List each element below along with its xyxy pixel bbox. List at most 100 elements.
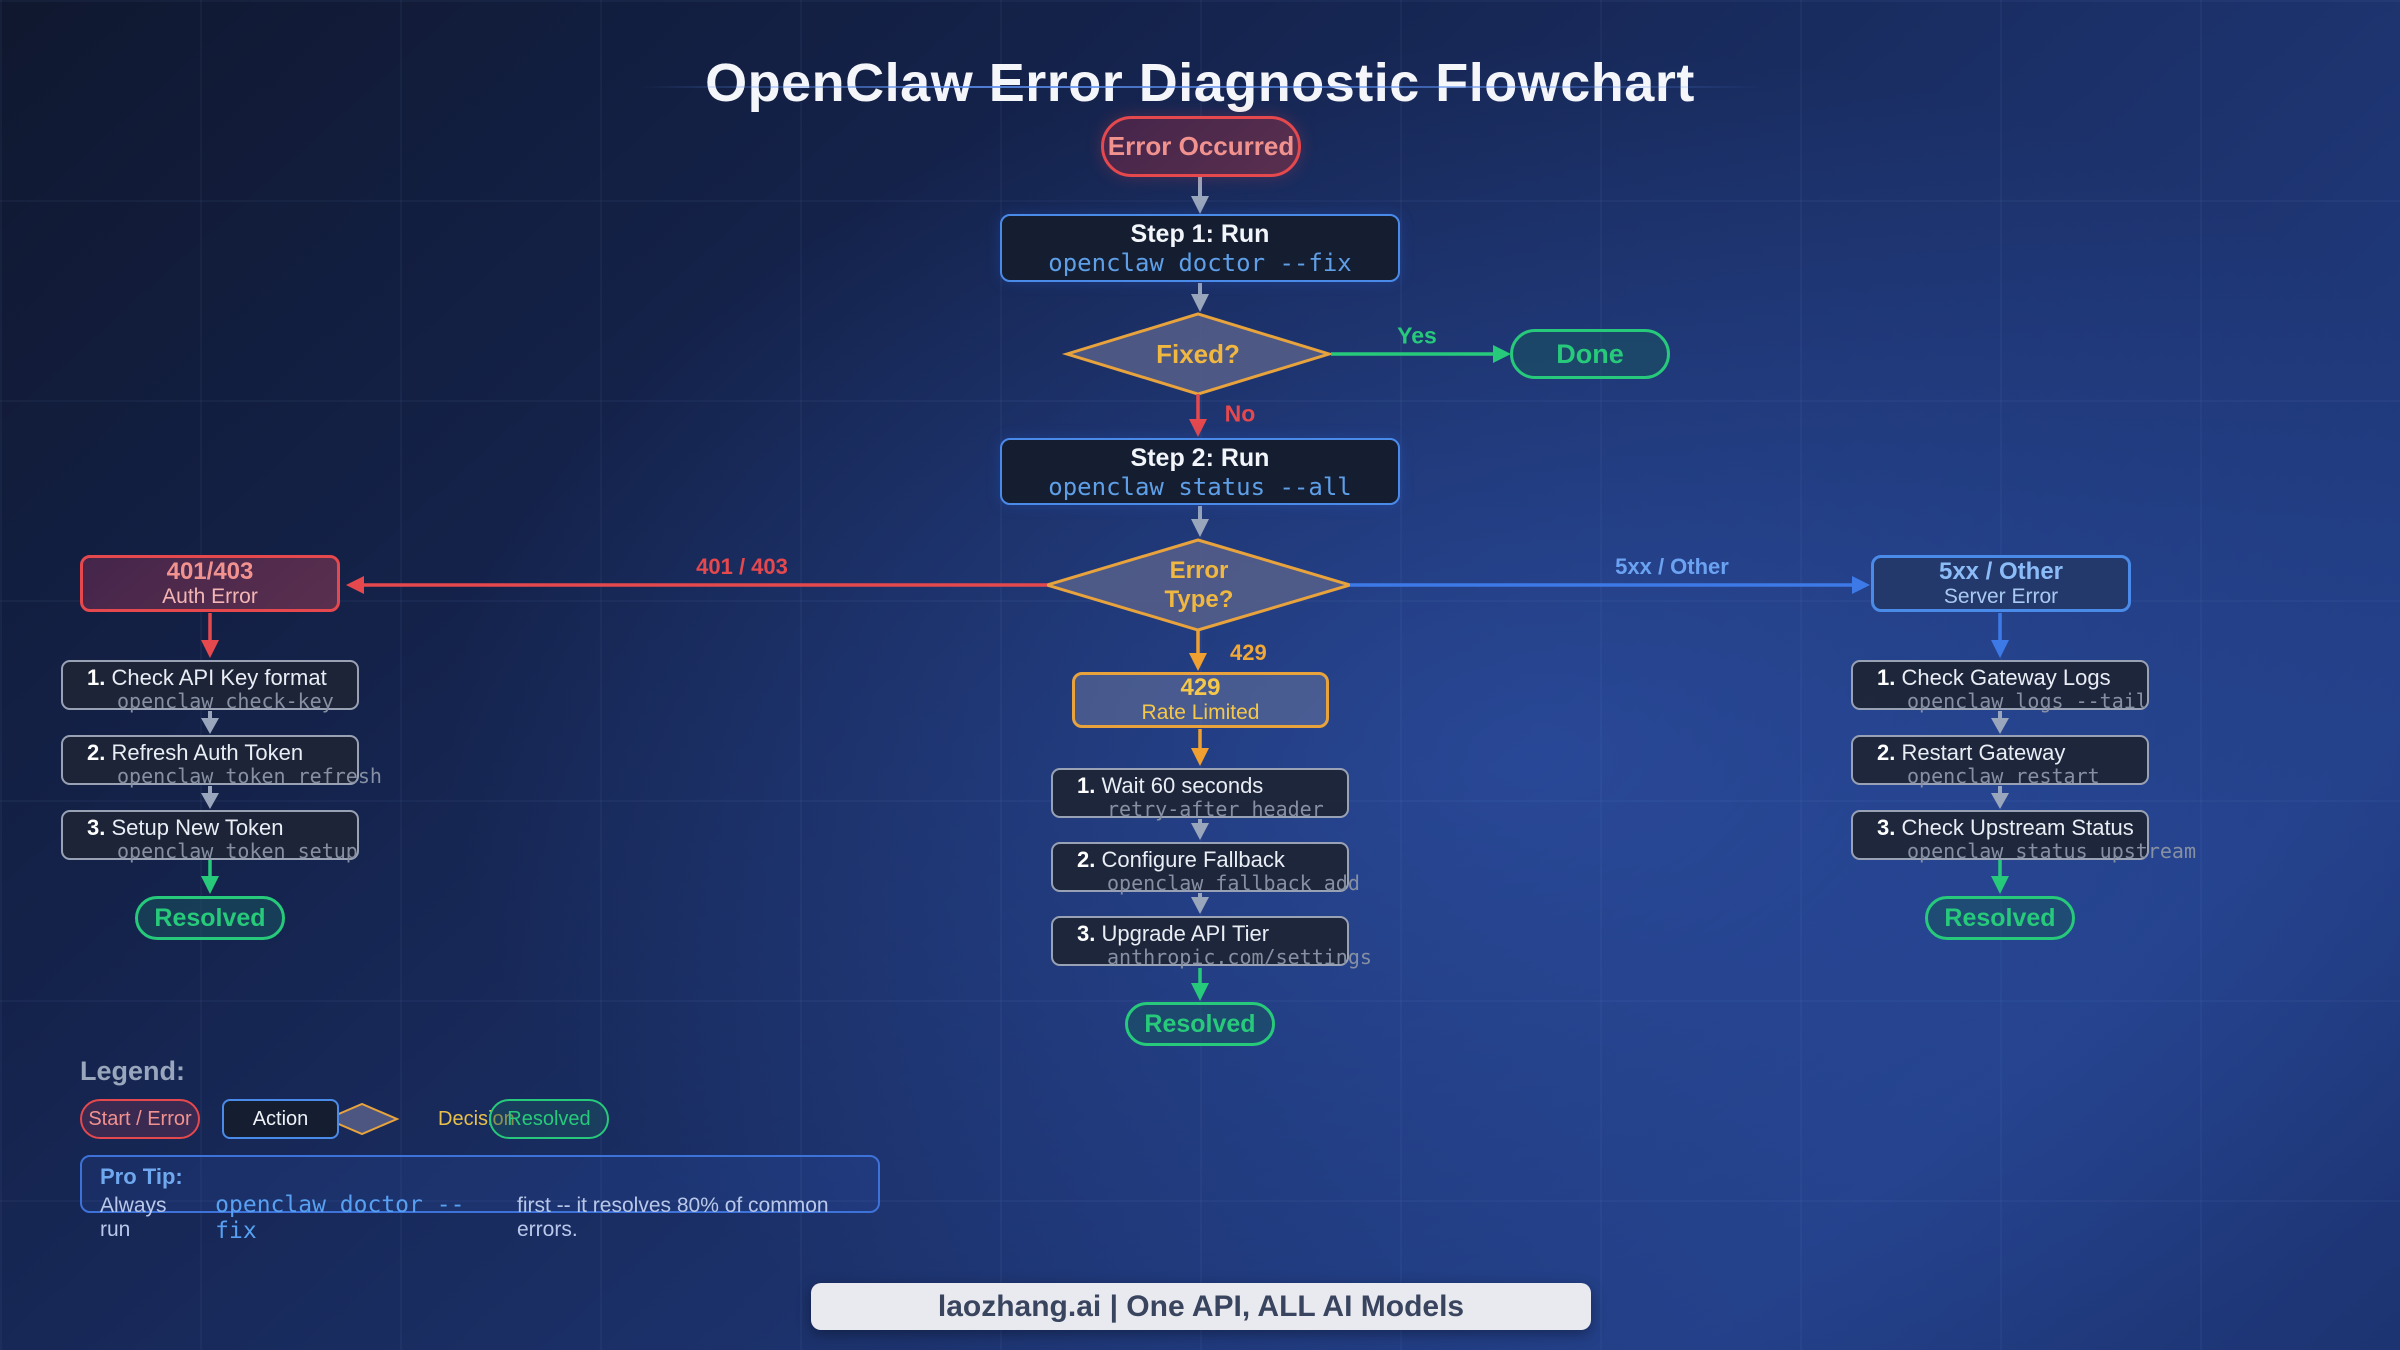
step-number: 2.: [1877, 740, 1896, 765]
server-step-3-box: 3. Check Upstream Status openclaw status…: [1851, 810, 2196, 863]
edge-server-to-step1: [1991, 613, 2009, 658]
pro-tip-heading: Pro Tip:: [100, 1164, 183, 1189]
pro-tip-box: Pro Tip: Always run openclaw doctor --fi…: [80, 1155, 880, 1244]
auth-step-1-box: 1. Check API Key format openclaw check-k…: [61, 660, 359, 713]
footer-label: laozhang.ai | One API, ALL AI Models: [937, 1289, 1465, 1323]
edge-label-no: No: [1224, 400, 1256, 427]
legend-resolved-label: Resolved: [507, 1107, 591, 1130]
step-number: 1.: [1877, 665, 1896, 690]
legend-start-error-label: Start / Error: [88, 1107, 192, 1130]
edge-label-rate: 429: [1230, 640, 1267, 665]
pro-tip-suffix: first -- it resolves 80% of common error…: [516, 1194, 829, 1241]
step-command: openclaw status upstream: [1907, 839, 2196, 863]
edge-label-auth: 401 / 403: [696, 554, 788, 579]
edge-auth-step1-to-step2: [201, 711, 219, 734]
step-number: 1.: [1077, 773, 1096, 798]
auth-step-3-box: 3. Setup New Token openclaw token setup: [61, 810, 359, 863]
rate-step-1-box: 1. Wait 60 seconds retry-after header: [1051, 768, 1349, 821]
step-command: openclaw logs --tail: [1907, 689, 2148, 713]
resolved-label: Resolved: [154, 903, 266, 932]
legend-action: Action: [222, 1099, 339, 1139]
error-type-line2: Type?: [1164, 586, 1234, 613]
step-command: openclaw token refresh: [117, 764, 382, 788]
step-title: Setup New Token: [111, 815, 284, 840]
step1-command: openclaw doctor --fix: [1048, 249, 1352, 277]
rate-branch-name: Rate Limited: [1141, 701, 1260, 724]
step-command: retry-after header: [1107, 797, 1324, 821]
step-command: openclaw fallback add: [1107, 871, 1360, 895]
fixed-decision-label: Fixed?: [1156, 338, 1240, 369]
legend-decision-diamond: [324, 1102, 400, 1136]
server-branch-node: 5xx / Other Server Error: [1871, 555, 2131, 612]
fixed-decision-diamond: [1061, 312, 1335, 396]
step-number: 3.: [1077, 921, 1096, 946]
edge-rate-to-step1: [1191, 729, 1209, 766]
edge-start-to-step1: [1191, 177, 1209, 214]
step-title: Check API Key format: [111, 665, 327, 690]
rate-step-3-box: 3. Upgrade API Tier anthropic.com/settin…: [1051, 916, 1372, 969]
step-title: Restart Gateway: [1901, 740, 2066, 765]
start-node: Error Occurred: [1101, 116, 1301, 177]
step-command: openclaw check-key: [117, 689, 334, 713]
edge-auth-to-resolved: [201, 860, 219, 894]
edge-fixed-no: [1189, 394, 1207, 437]
error-type-line1: Error: [1169, 557, 1229, 584]
step-command: openclaw token setup: [117, 839, 358, 863]
step-title: Check Upstream Status: [1901, 815, 2134, 840]
legend-action-label: Action: [252, 1107, 309, 1130]
edge-step2-to-errortype: [1191, 506, 1209, 537]
step-title: Upgrade API Tier: [1101, 921, 1270, 946]
edge-auth-step2-to-step3: [201, 786, 219, 809]
rate-resolved-node: Resolved: [1125, 1002, 1275, 1046]
edge-rate-step2-to-step3: [1191, 893, 1209, 914]
server-branch-name: Server Error: [1943, 584, 2059, 608]
edge-rate-step1-to-step2: [1191, 819, 1209, 840]
legend-start-error: Start / Error: [80, 1099, 200, 1139]
legend-heading: Legend:: [80, 1056, 185, 1086]
edge-errortype-to-rate: [1189, 631, 1207, 671]
edge-label-server: 5xx / Other: [1615, 554, 1729, 579]
step-number: 1.: [87, 665, 106, 690]
server-resolved-node: Resolved: [1925, 896, 2075, 940]
auth-branch-code: 401/403: [166, 557, 254, 585]
step-number: 2.: [87, 740, 106, 765]
done-node-label: Done: [1556, 338, 1624, 369]
server-branch-code: 5xx / Other: [1938, 557, 2064, 585]
auth-branch-node: 401/403 Auth Error: [80, 555, 340, 612]
step-command: anthropic.com/settings: [1107, 945, 1372, 969]
auth-step-2-box: 2. Refresh Auth Token openclaw token ref…: [61, 735, 382, 788]
resolved-label: Resolved: [1944, 903, 2056, 932]
edge-server-step1-to-step2: [1991, 711, 2009, 734]
error-type-decision-label: Error Type?: [1048, 541, 1350, 629]
pro-tip-line: Always run openclaw doctor --fix first -…: [100, 1192, 860, 1244]
edge-fixed-yes: [1331, 345, 1511, 363]
page-title: OpenClaw Error Diagnostic Flowchart: [705, 53, 1695, 114]
resolved-label: Resolved: [1144, 1009, 1256, 1038]
edge-label-yes: Yes: [1397, 322, 1437, 349]
edge-step1-to-fixed: [1191, 283, 1209, 312]
step-title: Refresh Auth Token: [111, 740, 304, 765]
step-title: Wait 60 seconds: [1101, 773, 1264, 798]
pro-tip-prefix: Always run: [100, 1194, 167, 1241]
edge-server-step2-to-step3: [1991, 786, 2009, 809]
server-step-2-box: 2. Restart Gateway openclaw restart: [1851, 735, 2149, 788]
edge-errortype-to-auth: [346, 576, 1047, 594]
edge-auth-to-step1: [201, 613, 219, 658]
auth-resolved-node: Resolved: [135, 896, 285, 940]
step-command: openclaw restart: [1907, 764, 2100, 788]
step-number: 3.: [87, 815, 106, 840]
done-node: Done: [1510, 329, 1670, 379]
title-divider: [640, 86, 1764, 88]
step-title: Configure Fallback: [1101, 847, 1285, 872]
step1-title: Step 1: Run: [1130, 220, 1270, 248]
pro-tip-command: openclaw doctor --fix: [215, 1192, 465, 1244]
edge-server-to-resolved: [1991, 860, 2009, 894]
footer-badge[interactable]: laozhang.ai | One API, ALL AI Models: [811, 1283, 1591, 1330]
step2-node: Step 2: Run openclaw status --all: [1000, 438, 1400, 505]
auth-branch-name: Auth Error: [162, 584, 258, 608]
edge-errortype-to-server: [1350, 576, 1870, 594]
step2-title: Step 2: Run: [1130, 443, 1270, 472]
legend-resolved: Resolved: [489, 1099, 609, 1139]
step2-command: openclaw status --all: [1048, 472, 1352, 501]
edge-rate-to-resolved: [1191, 968, 1209, 1001]
